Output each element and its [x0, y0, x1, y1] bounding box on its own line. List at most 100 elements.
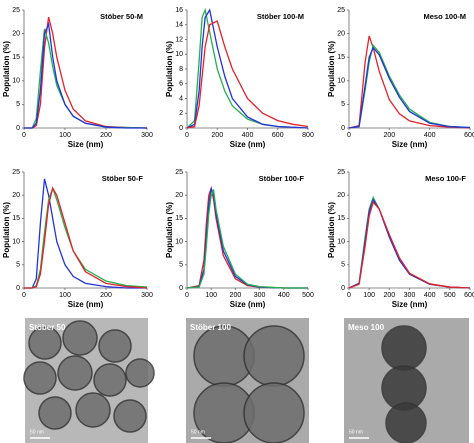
- tem-image: Stöber 100 50 nm: [186, 318, 309, 443]
- y-tick-label: 16: [175, 7, 183, 14]
- particle: [385, 402, 427, 443]
- particle: [23, 361, 57, 395]
- x-tick-label: 500: [302, 292, 314, 299]
- x-tick-label: 200: [100, 292, 112, 299]
- series-line: [186, 185, 308, 289]
- y-tick-label: 20: [175, 192, 183, 199]
- x-tick-label: 300: [141, 292, 153, 299]
- y-tick-label: 4: [179, 95, 183, 102]
- y-tick-label: 25: [337, 7, 345, 14]
- y-tick-label: 8: [179, 66, 183, 73]
- x-tick-label: 400: [424, 132, 436, 139]
- particle: [38, 396, 72, 430]
- x-tick-label: 600: [272, 132, 284, 139]
- series-line: [186, 20, 309, 129]
- y-axis-label: Population (%): [327, 202, 336, 258]
- y-tick-label: 20: [337, 30, 345, 37]
- x-tick-label: 500: [444, 292, 456, 299]
- y-tick-label: 5: [341, 262, 345, 269]
- y-tick-label: 14: [175, 22, 183, 29]
- x-tick-label: 300: [141, 132, 153, 139]
- y-tick-label: 15: [337, 215, 345, 222]
- chart-title: Stöber 100-F: [259, 174, 305, 183]
- y-tick-label: 10: [175, 238, 183, 245]
- x-tick-label: 100: [59, 132, 71, 139]
- series-line: [348, 35, 471, 129]
- y-tick-label: 25: [12, 7, 20, 14]
- y-tick-label: 5: [341, 101, 345, 108]
- y-tick-label: 15: [337, 54, 345, 61]
- x-tick-label: 400: [424, 292, 436, 299]
- x-tick-label: 200: [230, 292, 242, 299]
- x-axis-label: Size (nm): [68, 300, 104, 309]
- x-axis-label: Size (nm): [392, 300, 428, 309]
- y-tick-label: 25: [337, 169, 345, 176]
- x-axis-label: Size (nm): [392, 140, 428, 149]
- series-line: [186, 8, 309, 129]
- x-tick-label: 0: [22, 292, 26, 299]
- y-tick-label: 10: [12, 238, 20, 245]
- x-tick-label: 300: [404, 292, 416, 299]
- x-tick-label: 0: [185, 292, 189, 299]
- x-axis-label: Size (nm): [230, 300, 266, 309]
- series-line: [348, 44, 471, 129]
- y-tick-label: 10: [12, 78, 20, 85]
- x-tick-label: 0: [185, 132, 189, 139]
- chart-title: Stöber 50-F: [102, 174, 144, 183]
- y-tick-label: 25: [12, 169, 20, 176]
- series-line: [348, 198, 471, 289]
- y-tick-label: 20: [12, 192, 20, 199]
- y-tick-label: 10: [337, 238, 345, 245]
- tem-image: Stöber 50 50 nm: [23, 318, 155, 443]
- y-tick-label: 0: [16, 125, 20, 132]
- x-tick-label: 600: [464, 292, 474, 299]
- y-tick-label: 5: [179, 262, 183, 269]
- y-tick-label: 15: [175, 215, 183, 222]
- particle: [113, 399, 147, 433]
- x-tick-label: 100: [363, 292, 375, 299]
- particle: [62, 320, 98, 356]
- particle: [75, 392, 111, 428]
- image-label: Meso 100: [348, 323, 385, 332]
- y-tick-label: 20: [12, 30, 20, 37]
- chart-title: Stöber 50-M: [100, 12, 143, 21]
- particle: [57, 355, 93, 391]
- y-tick-label: 10: [337, 78, 345, 85]
- x-tick-label: 200: [383, 292, 395, 299]
- series-line: [24, 16, 148, 129]
- particle: [28, 326, 62, 360]
- y-tick-label: 15: [12, 215, 20, 222]
- particle: [243, 325, 305, 387]
- y-axis-label: Population (%): [2, 202, 11, 258]
- y-tick-label: 15: [12, 54, 20, 61]
- scale-label: 50 nm: [191, 429, 205, 435]
- series-line: [186, 7, 309, 129]
- x-axis-label: Size (nm): [68, 140, 104, 149]
- x-tick-label: 400: [242, 132, 254, 139]
- y-tick-label: 0: [16, 285, 20, 292]
- series-line: [24, 21, 147, 129]
- y-tick-label: 20: [337, 192, 345, 199]
- series-line: [348, 46, 471, 129]
- scale-label: 50 nm: [349, 429, 363, 435]
- x-axis-label: Size (nm): [230, 140, 266, 149]
- x-tick-label: 200: [211, 132, 223, 139]
- x-tick-label: 400: [278, 292, 290, 299]
- series-line: [186, 188, 308, 289]
- x-tick-label: 800: [302, 132, 314, 139]
- series-line: [24, 186, 148, 289]
- y-axis-label: Population (%): [2, 41, 11, 97]
- scale-label: 50 nm: [30, 429, 44, 435]
- image-label: Stöber 100: [190, 323, 231, 332]
- y-tick-label: 0: [179, 125, 183, 132]
- y-tick-label: 0: [341, 285, 345, 292]
- y-tick-label: 0: [179, 285, 183, 292]
- x-tick-label: 0: [22, 132, 26, 139]
- particle: [243, 382, 305, 443]
- chart-title: Stöber 100-M: [257, 12, 304, 21]
- series-line: [348, 200, 471, 289]
- particle: [93, 363, 127, 397]
- y-tick-label: 5: [16, 262, 20, 269]
